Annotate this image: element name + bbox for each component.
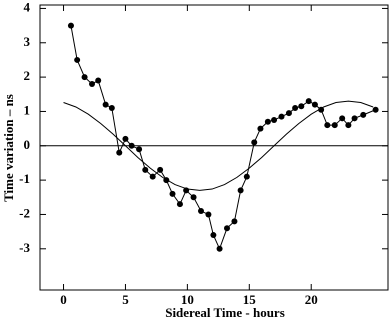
data-point	[331, 122, 338, 129]
data-point	[231, 218, 238, 225]
data-point	[190, 194, 197, 201]
data-point	[67, 22, 74, 29]
data-point	[339, 115, 346, 122]
y-tick-label: 4	[24, 0, 31, 14]
data-point	[102, 101, 109, 108]
data-point	[271, 117, 278, 124]
data-point	[243, 173, 250, 180]
data-point	[157, 166, 164, 173]
x-tick-label: 0	[60, 292, 67, 307]
data-point	[324, 122, 331, 129]
plot-frame	[39, 4, 389, 291]
data-point	[237, 187, 244, 194]
data-point	[251, 139, 258, 146]
data-point	[128, 142, 135, 149]
y-tick-label: -3	[19, 240, 30, 255]
data-point	[81, 74, 88, 81]
data-point	[318, 106, 325, 113]
x-tick-label: 20	[305, 292, 318, 307]
y-tick-label: 1	[24, 102, 31, 117]
y-tick-label: -2	[19, 205, 30, 220]
data-point	[176, 201, 183, 208]
data-point	[264, 118, 271, 125]
data-point	[351, 115, 358, 122]
data-point	[210, 232, 217, 239]
data-point	[285, 110, 292, 117]
data-point	[122, 135, 129, 142]
data-point	[205, 211, 212, 218]
y-tick-label: 3	[24, 34, 31, 49]
data-point	[360, 111, 367, 118]
data-point	[197, 208, 204, 215]
data-point	[169, 190, 176, 197]
y-axis-label: Time variation – ns	[1, 94, 16, 202]
x-axis-label: Sidereal Time - hours	[165, 305, 285, 320]
data-point	[224, 225, 231, 232]
data-point	[372, 106, 379, 113]
data-point	[116, 149, 123, 156]
data-point	[257, 125, 264, 132]
data-point	[108, 105, 115, 112]
data-point	[74, 56, 81, 63]
data-point	[345, 122, 352, 129]
data-point	[216, 245, 223, 252]
data-point	[298, 103, 305, 110]
y-tick-label: -1	[19, 171, 30, 186]
x-tick-label: 15	[243, 292, 257, 307]
data-point	[142, 166, 149, 173]
data-point	[278, 113, 285, 120]
y-tick-label: 2	[24, 68, 31, 83]
data-point	[89, 80, 96, 87]
data-point	[292, 105, 299, 112]
data-point	[95, 77, 102, 84]
data-point	[305, 98, 312, 105]
data-point	[149, 173, 156, 180]
data-point	[136, 146, 143, 153]
x-tick-label: 5	[122, 292, 129, 307]
data-point	[311, 101, 318, 108]
x-tick-label: 10	[181, 292, 194, 307]
fit-curve	[63, 100, 374, 191]
y-tick-label: 0	[24, 137, 31, 152]
